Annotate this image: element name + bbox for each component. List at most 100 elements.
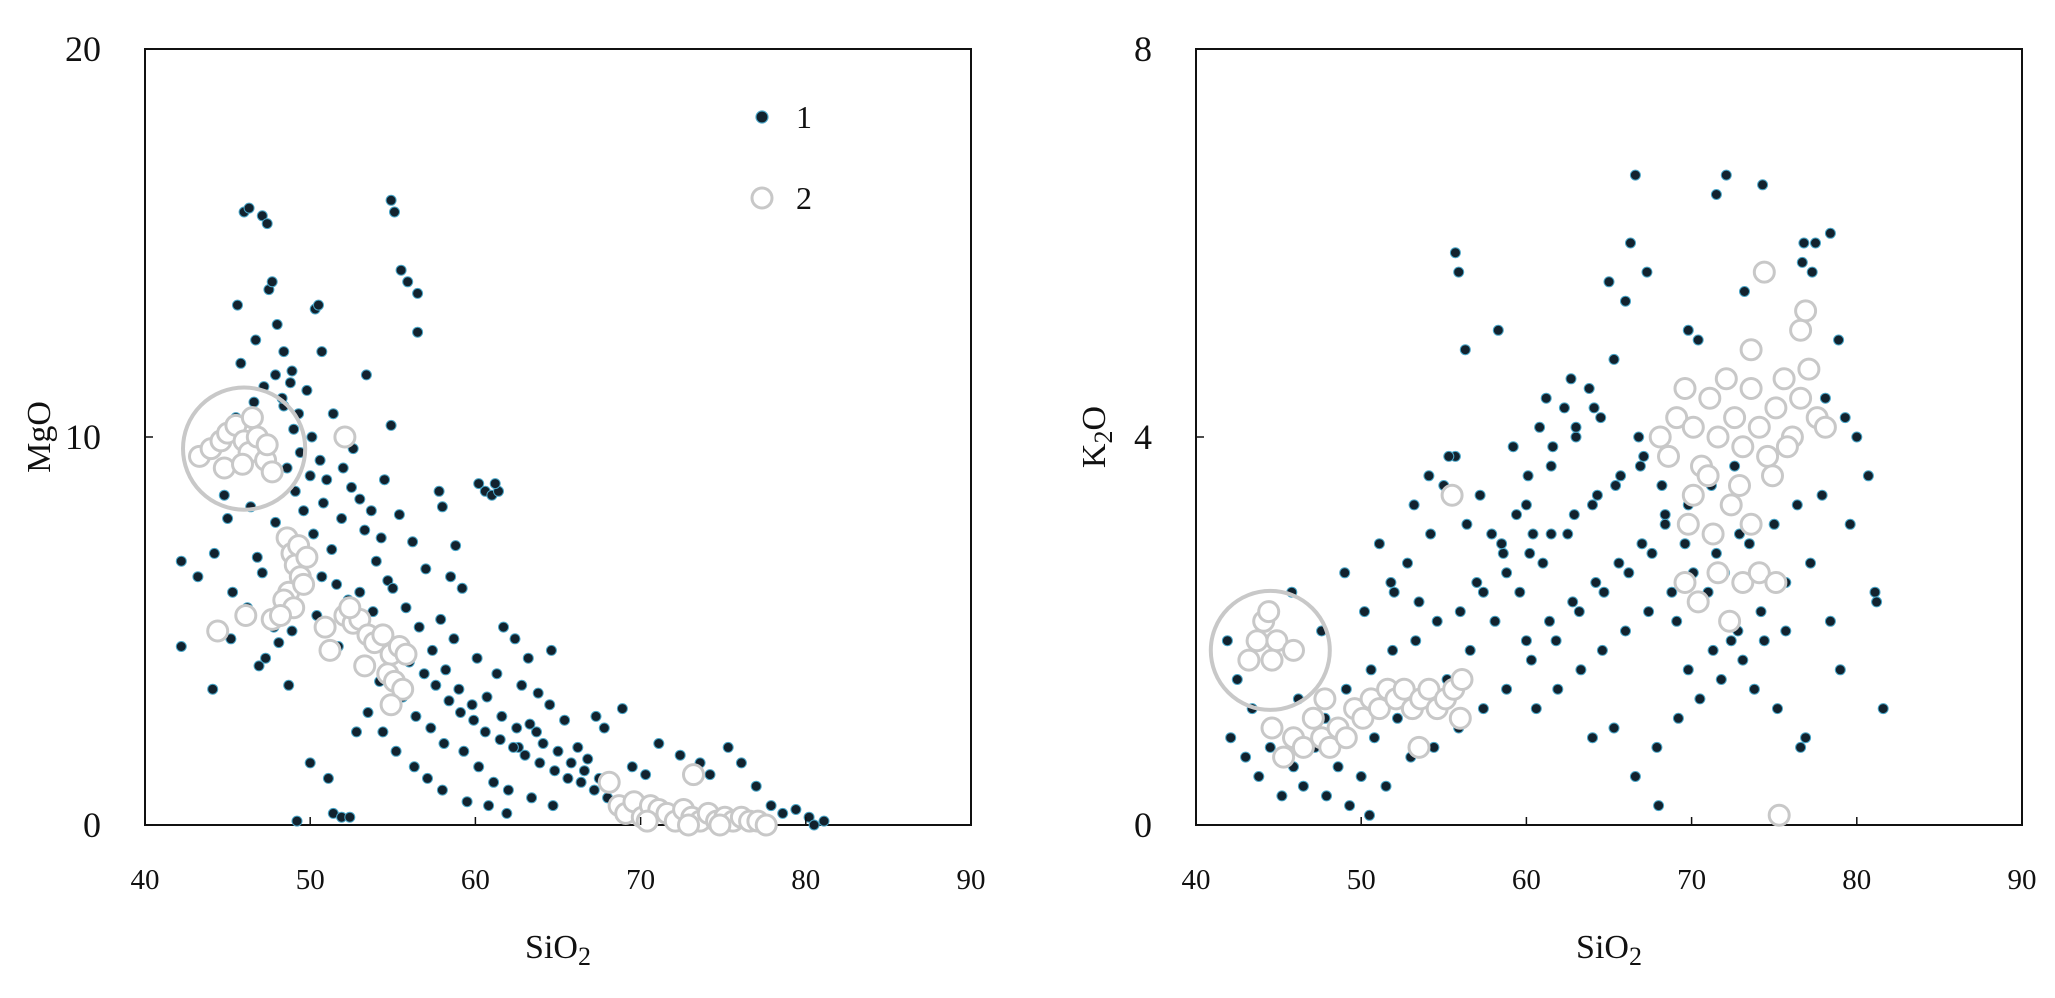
k2o-series-1-point-100 (1221, 635, 1233, 647)
k2o-series-1-point-52 (1413, 596, 1425, 608)
mgo-series-1-point-57 (473, 478, 485, 490)
mgo-series-1-point-176 (461, 796, 473, 808)
mgo-series-1-point-73 (598, 722, 610, 734)
mgo-series-1-point-6 (222, 513, 234, 524)
mgo-x-tick-label-2: 60 (461, 864, 490, 896)
legend-label-1: 1 (796, 99, 812, 135)
k2o-series-2-point-42 (1714, 367, 1738, 391)
mgo-series-1-point-17 (256, 567, 268, 579)
k2o-series-1-point-49 (1816, 489, 1828, 501)
k2o-series-1-point-178 (1443, 450, 1455, 462)
mgo-series-2-point-29 (318, 638, 342, 662)
mgo-y-axis-label: MgO (21, 401, 58, 473)
mgo-series-1-point-87 (803, 811, 815, 823)
k2o-series-2-point-55 (1789, 318, 1813, 342)
mgo-series-1-point-71 (582, 753, 594, 765)
mgo-series-1-point-14 (261, 218, 273, 230)
k2o-series-1-point-95 (1871, 596, 1883, 608)
k2o-series-1-point-20 (1464, 644, 1476, 656)
mgo-series-1-point-157 (426, 644, 438, 656)
mgo-series-1-point-183 (471, 652, 483, 664)
mgo-series-2-point-12 (240, 406, 264, 430)
mgo-series-1-point-54 (450, 540, 462, 552)
mgo-series-1-point-160 (466, 699, 478, 711)
k2o-series-1-point-74 (1720, 169, 1732, 181)
k2o-series-1-point-108 (1387, 644, 1399, 656)
k2o-x-axis-label: SiO2 (1576, 929, 1642, 971)
k2o-series-1-point-156 (1540, 392, 1552, 404)
mgo-series-1-point-29 (316, 346, 328, 358)
k2o-series-2-point-6 (1282, 638, 1305, 662)
mgo-series-1-point-40 (360, 369, 372, 381)
k2o-series-1-point-4 (1276, 790, 1288, 802)
mgo-series-2-point-69 (708, 813, 732, 837)
k2o-series-1-point-2 (1253, 771, 1265, 782)
k2o-series-2-point-36 (1665, 406, 1689, 430)
k2o-series-1-point-165 (1748, 683, 1760, 695)
legend-marker-1 (755, 110, 769, 124)
k2o-series-2-point-70 (1676, 512, 1700, 536)
k2o-series-1-point-161 (1656, 480, 1668, 491)
legend: 1 2 (750, 99, 812, 216)
mgo-series-1-point-144 (314, 454, 326, 466)
mgo-series-1-point-112 (575, 776, 587, 788)
k2o-series-1-point-81 (1682, 324, 1694, 336)
mgo-series-1-point-172 (390, 745, 402, 757)
mgo-series-1-point-82 (735, 757, 747, 769)
k2o-series-1-point-59 (1497, 547, 1509, 559)
k2o-series-2-point-41 (1706, 425, 1730, 449)
k2o-y-tick-label-2: 8 (1134, 29, 1152, 69)
k2o-series-1-point-76 (1449, 247, 1461, 259)
mgo-series-1-point-106 (494, 734, 506, 746)
mgo-panel: 40 50 60 70 80 90 0 10 20 SiO2 MgO 1 2 (21, 29, 986, 971)
mgo-series-1-point-70 (572, 741, 584, 753)
mgo-series-1-point-77 (653, 738, 665, 749)
k2o-series-1-point-9 (1332, 761, 1344, 773)
mgo-series-1-point-93 (331, 578, 343, 590)
mgo-series-1-point-44 (382, 575, 394, 587)
k2o-series-1-point-176 (1408, 499, 1420, 511)
k2o-series-1-point-25 (1525, 654, 1537, 666)
k2o-series-1-point-162 (1679, 538, 1691, 550)
mgo-series-1-point-133 (425, 722, 437, 734)
mgo-y-tick-label-2: 20 (65, 29, 101, 69)
mgo-series-1-point-113 (588, 784, 600, 796)
mgo-series-2-point-28 (313, 615, 337, 639)
mgo-marks (175, 194, 830, 837)
k2o-series-2-point-72 (1728, 474, 1751, 497)
k2o-series-2-point-47 (1756, 444, 1780, 468)
k2o-series-1-point-137 (1737, 654, 1749, 666)
mgo-series-1-point-110 (549, 765, 561, 777)
mgo-series-1-point-161 (481, 691, 493, 703)
k2o-series-1-point-53 (1425, 528, 1437, 540)
k2o-series-1-point-45 (1768, 518, 1780, 530)
mgo-series-1-point-159 (453, 683, 465, 695)
k2o-series-2-point-62 (1673, 571, 1697, 594)
k2o-series-2-point-29 (1450, 668, 1474, 691)
k2o-series-1-point-89 (1833, 334, 1845, 346)
mgo-series-1-point-166 (552, 745, 564, 757)
mgo-x-tick-label-3: 70 (626, 864, 655, 896)
k2o-series-1-point-51 (1402, 557, 1413, 569)
mgo-series-1-point-197 (283, 679, 295, 691)
mgo-series-2-point-68 (677, 813, 700, 837)
k2o-annotation-circle (1208, 588, 1332, 712)
mgo-series-1-point-83 (750, 780, 762, 792)
k2o-x-tick-label-4: 80 (1842, 864, 1871, 896)
mgo-series-1-point-81 (722, 741, 734, 753)
k2o-series-2-point-33 (1440, 483, 1464, 507)
k2o-series-1-point-129 (1734, 528, 1745, 540)
mgo-series-1-point-171 (377, 726, 389, 738)
mgo-series-2-point-47 (682, 763, 705, 787)
k2o-series-1-point-83 (1739, 286, 1750, 297)
k2o-series-1-point-97 (1834, 664, 1846, 676)
k2o-series-1-point-139 (1780, 625, 1792, 637)
k2o-series-2-point-60 (1739, 512, 1763, 536)
k2o-series-1-point-177 (1423, 470, 1435, 482)
mgo-series-1-point-125 (326, 544, 338, 555)
mgo-y-tick-label-0: 0 (83, 805, 101, 845)
k2o-series-2-point-34 (1648, 425, 1672, 449)
k2o-series-1-point-120 (1530, 703, 1542, 715)
mgo-series-1-point-101 (430, 679, 442, 691)
k2o-series-1-point-138 (1758, 635, 1770, 647)
